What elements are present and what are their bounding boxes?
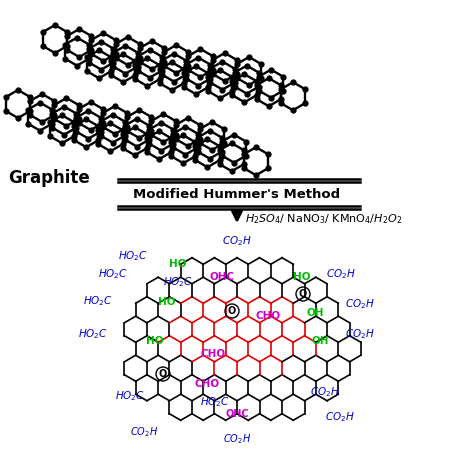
Text: HO: HO (293, 272, 311, 282)
Text: $CO_2H$: $CO_2H$ (326, 267, 356, 281)
Text: O: O (299, 289, 307, 299)
Text: $CO_2H$: $CO_2H$ (310, 385, 340, 399)
Text: $CO_2H$: $CO_2H$ (345, 327, 375, 341)
Text: $HO_2C$: $HO_2C$ (118, 249, 148, 263)
Text: O: O (159, 369, 167, 379)
Text: $HO_2C$: $HO_2C$ (98, 267, 128, 281)
Text: $CO_2H$: $CO_2H$ (325, 410, 355, 424)
Text: $HO_2C$: $HO_2C$ (115, 389, 145, 403)
Text: OHC: OHC (210, 272, 235, 282)
Text: $HO_2C$: $HO_2C$ (163, 275, 193, 289)
Text: OH: OH (306, 308, 324, 318)
Text: $H_2SO_4$/ NaNO$_3$/ KMnO$_4$/$H_2O_2$: $H_2SO_4$/ NaNO$_3$/ KMnO$_4$/$H_2O_2$ (245, 212, 402, 226)
Text: $CO_2H$: $CO_2H$ (223, 432, 251, 446)
Text: OHC: OHC (225, 409, 249, 419)
Text: HO: HO (146, 336, 164, 346)
Text: HO: HO (158, 297, 176, 307)
Text: OH: OH (311, 336, 329, 346)
Text: Graphite: Graphite (8, 169, 90, 187)
Text: $CO_2H$: $CO_2H$ (130, 425, 158, 439)
Text: Modified Hummer's Method: Modified Hummer's Method (134, 188, 340, 201)
Text: HO: HO (169, 259, 187, 269)
Text: $HO_2C$: $HO_2C$ (83, 294, 113, 308)
Text: $CO_2H$: $CO_2H$ (222, 234, 252, 248)
Text: CHO: CHO (201, 349, 226, 359)
Text: CHO: CHO (255, 311, 281, 321)
Text: $HO_2C$: $HO_2C$ (200, 395, 230, 409)
Text: CHO: CHO (194, 379, 219, 389)
Text: O: O (228, 306, 236, 316)
Text: $CO_2H$: $CO_2H$ (345, 297, 375, 311)
Text: $HO_2C$: $HO_2C$ (78, 327, 108, 341)
